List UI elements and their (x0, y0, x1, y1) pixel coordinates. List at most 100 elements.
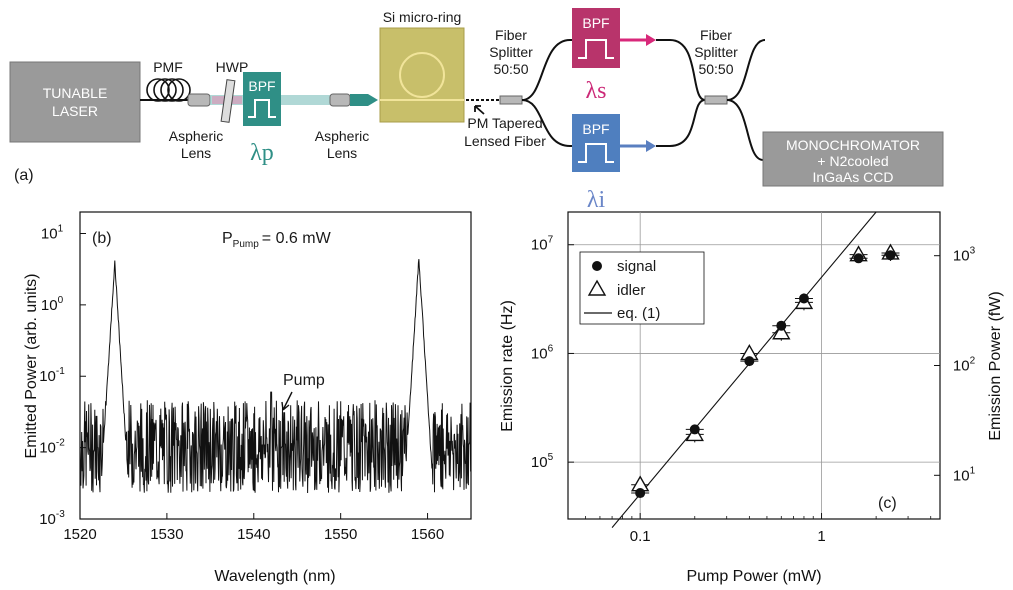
emission-right-y-tick-label: 101 (953, 465, 976, 484)
bandpass-icon (578, 39, 614, 59)
emission-y-axis-title: Emission rate (Hz) (499, 300, 516, 432)
spectrum-plot-frame (79, 211, 472, 520)
legend-idler-marker (587, 279, 607, 296)
lambda-s-label: λs (586, 78, 607, 104)
spectrum-chart: 1520 1530 1540 1550 1560 10-310-210-1100101 … (23, 211, 472, 585)
signal-point (853, 253, 864, 264)
fiber-splitter-2 (704, 95, 728, 105)
pmf-coil-icon (146, 78, 191, 102)
spectrum-x-tick-label: 1540 (237, 526, 270, 543)
pump-arrow-icon (281, 391, 293, 411)
spectrum-y-ticks: 10-3 10-2 10-1 100 101 (39, 223, 86, 528)
splitter1-label-2: Splitter (489, 44, 533, 60)
fiber-to-splitter2-bottom (656, 99, 706, 147)
spectrum-panel-label: (b) (92, 230, 112, 247)
mono-label-3: InGaAs CCD (813, 169, 894, 185)
splitter2-label-1: Fiber (700, 27, 732, 43)
annotation-sub: Pump (233, 239, 260, 250)
laser-box (9, 61, 141, 143)
hwp-plate (220, 79, 236, 123)
signal-arrow-icon (646, 34, 656, 46)
signal-point (776, 320, 787, 331)
spectrum-annotation: PPump = 0.6 mW (222, 230, 332, 250)
tapered-label-2: Lensed Fiber (464, 133, 546, 149)
signal-point (635, 488, 646, 499)
splitter1-label-3: 50:50 (493, 61, 528, 77)
spectrum-x-axis-title: Wavelength (nm) (214, 568, 335, 585)
spectrum-x-tick-label: 1520 (63, 526, 96, 543)
beam-arrow-icon (350, 94, 378, 106)
ring-chip (379, 27, 465, 123)
eq1-fit-line (611, 211, 877, 528)
setup-diagram: TUNABLE LASER PMF Aspheric Lens HWP BPF … (9, 8, 944, 213)
bandpass-icon (578, 143, 614, 163)
idler-point (772, 323, 791, 340)
spectrum-x-tick-label: 1550 (324, 526, 357, 543)
legend-signal-label: signal (617, 258, 656, 275)
lens2-label-2: Lens (327, 145, 357, 161)
emission-points (630, 243, 900, 499)
emission-y-ticks: 105 106 107 (531, 235, 574, 471)
bpf-idler-label: BPF (582, 121, 609, 137)
pmf-label: PMF (153, 59, 183, 75)
idler-arrow-icon (646, 140, 656, 152)
monochromator-box (762, 131, 944, 187)
legend-idler-label: idler (617, 282, 645, 299)
aspheric-lens-2 (329, 93, 351, 107)
mono-label-1: MONOCHROMATOR (786, 137, 920, 153)
spectrum-x-ticks: 1520 1530 1540 1550 1560 (63, 513, 444, 543)
ring-label: Si micro-ring (383, 9, 462, 25)
splitter2-label-3: 50:50 (698, 61, 733, 77)
spectrum-y-axis-title: Emitted Power (arb. units) (23, 274, 40, 459)
aspheric-lens-1 (187, 93, 211, 107)
micro-ring (399, 52, 445, 98)
fiber-splitter-1 (499, 95, 523, 105)
signal-point (744, 356, 755, 367)
fiber-out-bottom (726, 99, 764, 161)
tapered-label-1: PM Tapered (467, 115, 542, 131)
spectrum-y-tick-label: 100 (41, 295, 64, 314)
bandpass-icon (248, 99, 276, 118)
emission-x-tick-label: 0.1 (630, 528, 651, 545)
lambda-i-label: λi (587, 187, 606, 213)
emission-x-axis-title: Pump Power (mW) (686, 568, 821, 585)
emission-y-tick-label: 105 (531, 452, 554, 471)
pointer-arrow-icon (474, 105, 485, 115)
emission-x-tick-label: 1 (817, 528, 825, 545)
signal-point (798, 293, 809, 304)
spectrum-y-tick-label: 10-2 (39, 438, 65, 457)
fiber-branch-signal (521, 39, 572, 101)
annotation-rest: = 0.6 mW (262, 230, 332, 247)
bpf-signal-label: BPF (582, 15, 609, 31)
spectrum-x-tick-label: 1560 (411, 526, 444, 543)
legend-signal-marker (592, 261, 602, 271)
lens2-label-1: Aspheric (315, 128, 369, 144)
spectrum-y-tick-label: 10-3 (39, 509, 65, 528)
emission-panel-label: (c) (878, 495, 897, 512)
bpf-pump-label: BPF (248, 78, 275, 94)
fiber-branch-idler (521, 99, 572, 147)
laser-label-2: LASER (52, 103, 98, 119)
fiber-to-splitter2-top (656, 39, 706, 101)
lens1-label-2: Lens (181, 145, 211, 161)
emission-x-ticks: 0.1 1 (585, 513, 932, 545)
legend-fit-label: eq. (1) (617, 305, 660, 322)
splitter2-label-2: Splitter (694, 44, 738, 60)
emission-y-tick-label: 106 (531, 343, 554, 362)
laser-label-1: TUNABLE (43, 85, 108, 101)
signal-point (885, 250, 896, 261)
annotation-p: P (222, 230, 233, 247)
emission-legend: signal idler eq. (1) (579, 251, 705, 325)
spectrum-y-tick-label: 101 (41, 223, 64, 242)
emission-right-y-tick-label: 103 (953, 246, 976, 265)
spectrum-y-tick-label: 10-1 (39, 366, 65, 385)
lens1-label-1: Aspheric (169, 128, 223, 144)
hwp-label: HWP (216, 59, 249, 75)
panel-a-label: (a) (14, 167, 34, 184)
emission-right-y-tick-label: 102 (953, 356, 976, 375)
spectrum-series-line (79, 259, 472, 494)
spectrum-x-tick-label: 1530 (150, 526, 183, 543)
emission-right-y-axis-title: Emission Power (fW) (987, 291, 1004, 440)
